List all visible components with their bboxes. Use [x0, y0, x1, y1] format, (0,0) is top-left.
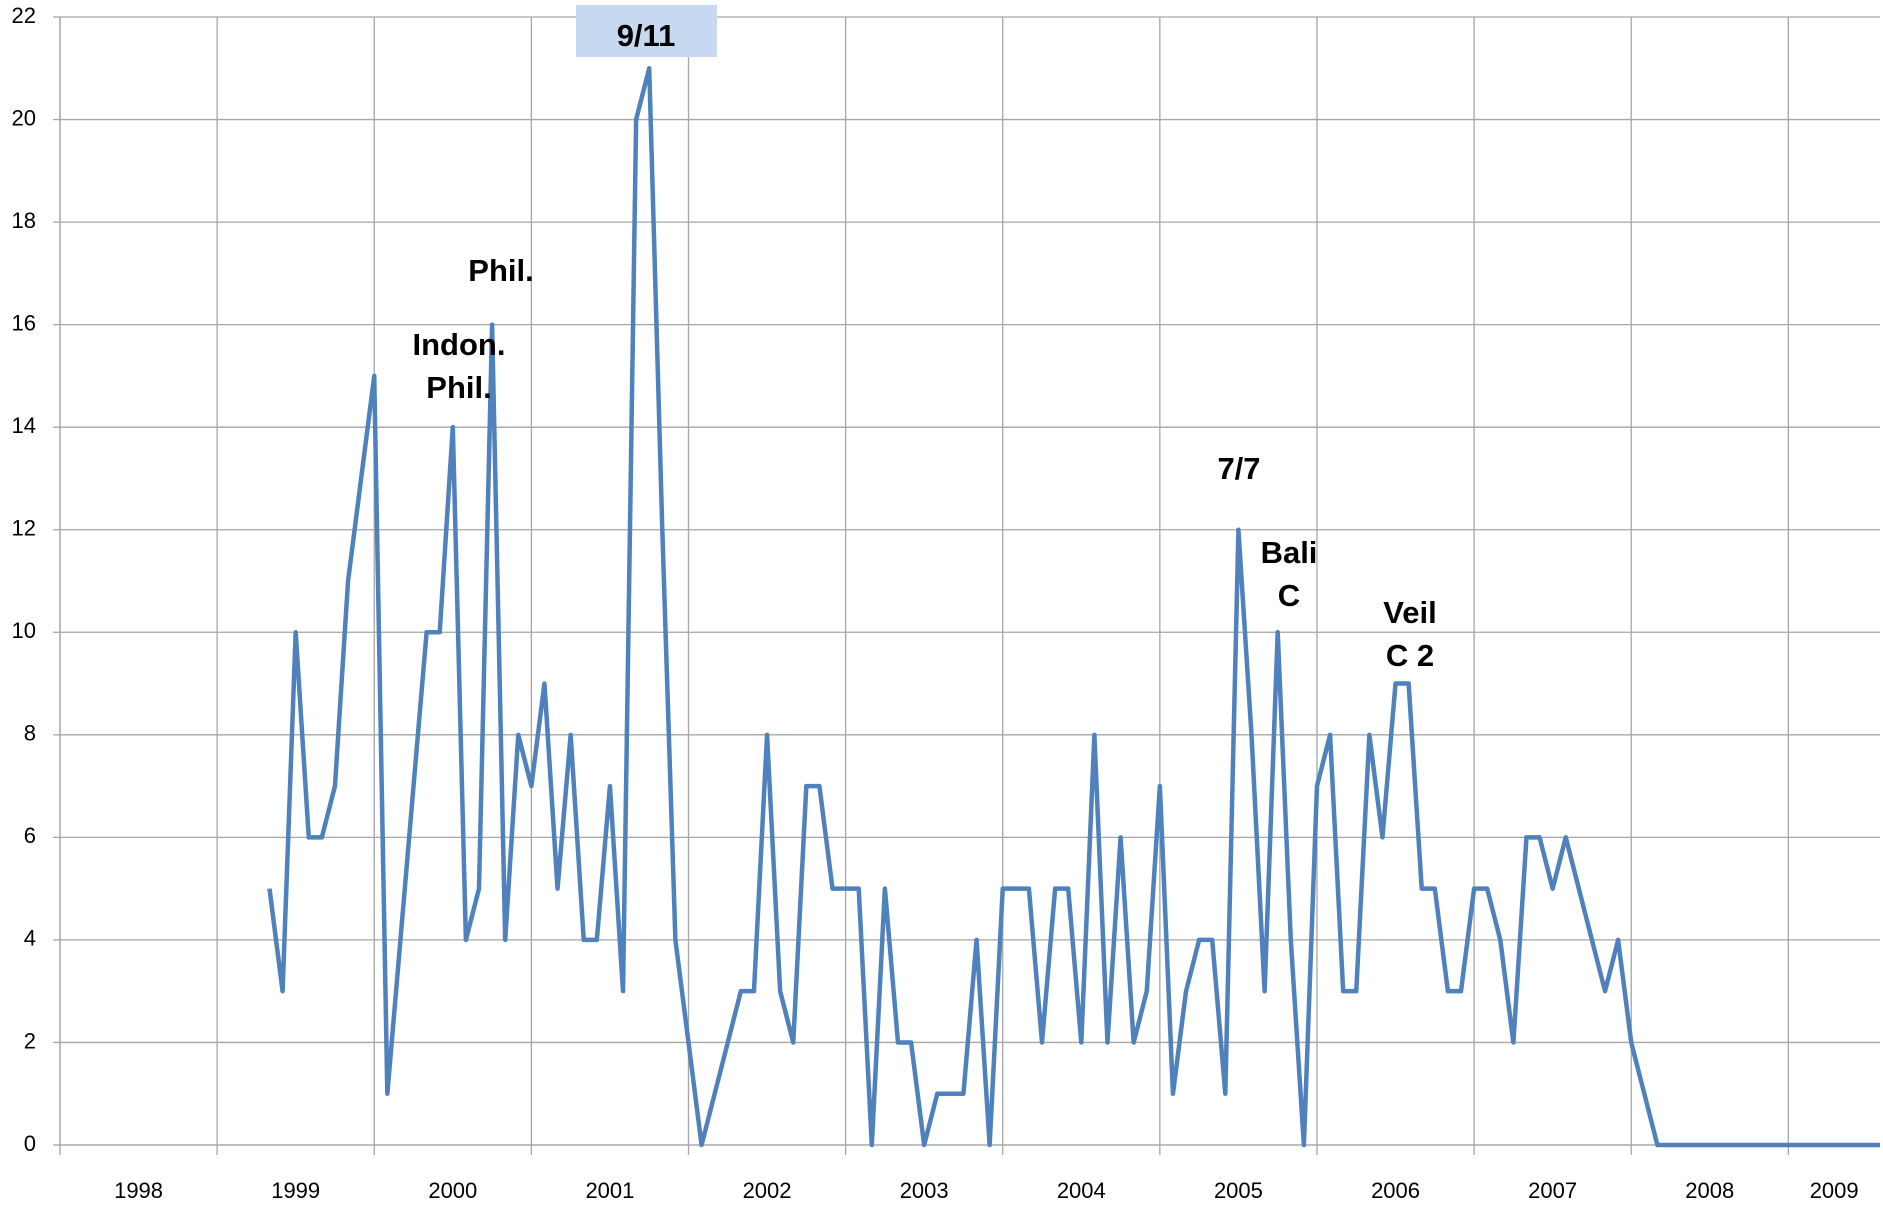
annotation: Phil.: [468, 253, 533, 288]
y-tick-label: 10: [12, 618, 36, 643]
x-tick-label: 2005: [1214, 1178, 1263, 1203]
x-tick-label: 2009: [1810, 1178, 1859, 1203]
data-line: [267, 66, 1880, 1148]
y-tick-label: 4: [24, 926, 36, 951]
x-tick-label: 1999: [271, 1178, 320, 1203]
x-tick-label: 2000: [428, 1178, 477, 1203]
y-tick-label: 0: [24, 1131, 36, 1156]
annotation: 7/7: [1217, 451, 1260, 486]
annotation: Indon.: [413, 327, 506, 362]
y-tick-label: 8: [24, 721, 36, 746]
y-tick-label: 20: [12, 105, 36, 130]
x-tick-label: 2002: [743, 1178, 792, 1203]
annotation: Phil.: [426, 370, 491, 405]
y-tick-label: 18: [12, 208, 36, 233]
x-tick-label: 2004: [1057, 1178, 1106, 1203]
y-tick-label: 16: [12, 310, 36, 335]
x-tick-label: 2008: [1685, 1178, 1734, 1203]
annotation: C 2: [1386, 638, 1434, 673]
y-tick-label: 12: [12, 516, 36, 541]
annotation: 9/11: [617, 18, 676, 53]
annotation: Bali: [1261, 535, 1318, 570]
y-tick-label: 22: [12, 3, 36, 28]
x-tick-label: 1998: [114, 1178, 163, 1203]
x-tick-label: 2006: [1371, 1178, 1420, 1203]
y-tick-label: 2: [24, 1028, 36, 1053]
y-tick-label: 14: [12, 413, 36, 438]
y-tick-label: 6: [24, 823, 36, 848]
annotation-box: [576, 5, 717, 57]
x-tick-label: 2003: [900, 1178, 949, 1203]
x-tick-label: 2001: [585, 1178, 634, 1203]
annotation: C: [1278, 578, 1300, 613]
x-tick-label: 2007: [1528, 1178, 1577, 1203]
annotation: Veil: [1383, 595, 1436, 630]
